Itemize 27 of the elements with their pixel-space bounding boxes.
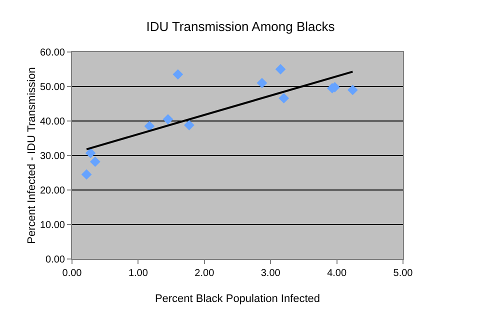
- x-tick-label: 0.00: [62, 268, 82, 279]
- y-tick-label: 20.00: [40, 186, 66, 196]
- x-tick-label: 3.00: [260, 268, 281, 279]
- point: [184, 120, 194, 130]
- point: [256, 78, 268, 88]
- y-tick-label: 60.00: [40, 48, 66, 58]
- chart-title: IDU Transmission Among Blacks: [146, 19, 336, 34]
- point: [81, 169, 92, 180]
- y-tick-label: 10.00: [40, 220, 66, 231]
- point: [347, 84, 358, 96]
- point: [85, 148, 96, 158]
- y-tick-label: 40.00: [40, 116, 66, 128]
- y-tick-label: 0.00: [46, 254, 66, 266]
- x-tick-label: 2.00: [194, 268, 215, 279]
- y-tick-label: 30.00: [40, 151, 66, 162]
- point: [172, 69, 184, 80]
- x-tick-label: 5.00: [393, 268, 414, 279]
- x-axis-title: Percent Black Population Infected: [154, 293, 320, 305]
- x-tick-label: 1.00: [128, 268, 148, 279]
- point: [275, 64, 286, 74]
- y-axis-title: Percent Infected - IDU Transmission: [26, 67, 38, 244]
- point: [144, 120, 155, 132]
- x-tick-label: 4.00: [327, 268, 347, 279]
- y-tick-label: 50.00: [40, 82, 66, 93]
- point: [162, 114, 174, 124]
- point: [278, 93, 290, 104]
- point: [90, 156, 100, 167]
